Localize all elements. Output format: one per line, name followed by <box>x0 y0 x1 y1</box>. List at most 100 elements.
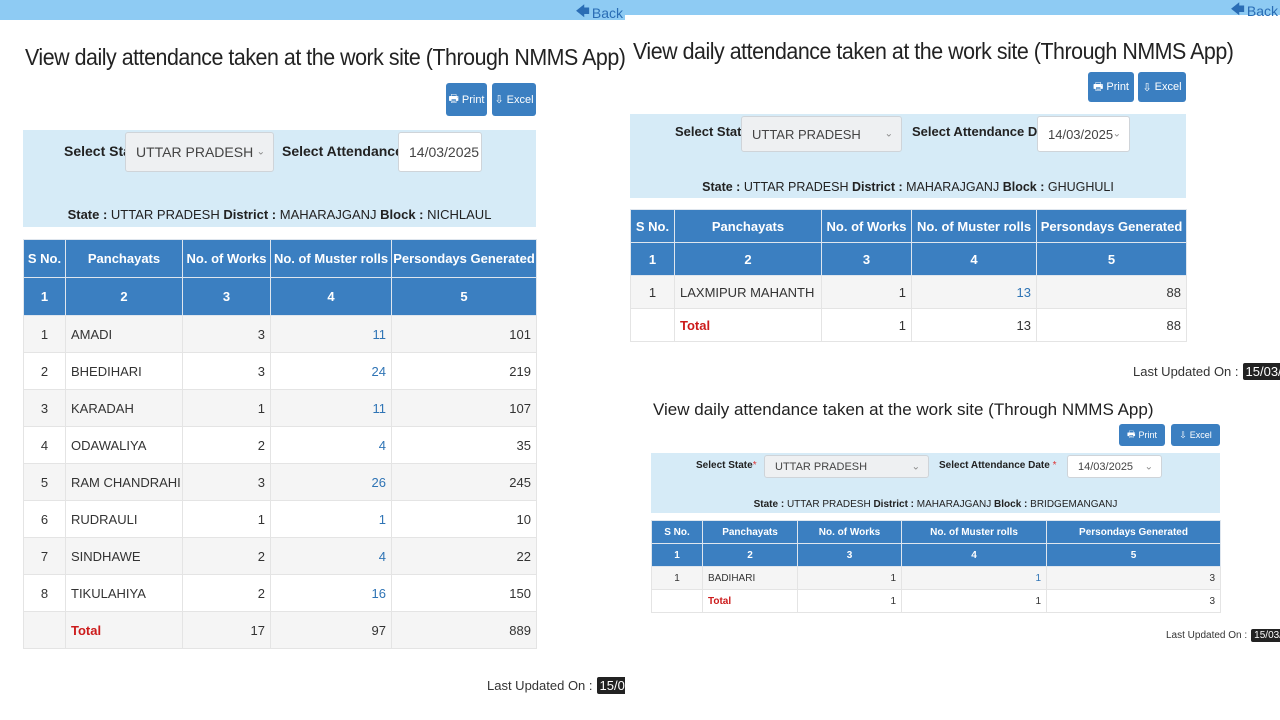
print-button[interactable]: 🖶 Print <box>1119 424 1165 446</box>
muster-rolls-link[interactable]: 11 <box>270 389 392 427</box>
top-bar: 🡄 Back <box>625 0 1280 19</box>
page-title: View daily attendance taken at the work … <box>25 44 625 70</box>
state-label: Select State* <box>696 460 757 471</box>
table-row: 2 BHEDIHARI 3 24 219 <box>23 352 537 390</box>
muster-rolls-link[interactable]: 16 <box>270 574 392 612</box>
excel-export-icon: ⇩ <box>1179 429 1187 440</box>
total-works-cell: 1 <box>821 308 912 342</box>
location-info: State : UTTAR PRADESH District : MAHARAJ… <box>753 499 1118 510</box>
filter-box: Select State* UTTAR PRADESH ⌄ Select Att… <box>630 114 1186 198</box>
total-works-cell: 1 <box>797 589 902 613</box>
total-label: Total <box>702 589 798 613</box>
works-cell: 2 <box>182 426 271 464</box>
works-cell: 3 <box>182 463 271 501</box>
print-button[interactable]: 🖶 Print <box>446 83 487 116</box>
last-updated: Last Updated On : 15/03/2025 <box>487 677 625 694</box>
muster-rolls-link[interactable]: 4 <box>270 537 392 575</box>
column-number: 2 <box>702 543 798 567</box>
excel-button[interactable]: ⇩ Excel <box>1171 424 1220 446</box>
table-header-row: S No. Panchayats No. of Works No. of Mus… <box>23 239 537 278</box>
back-link[interactable]: 🡄 Back <box>575 1 623 25</box>
works-cell: 1 <box>797 566 902 590</box>
chevron-down-icon: ⌄ <box>911 461 920 472</box>
muster-rolls-link[interactable]: 4 <box>270 426 392 464</box>
date-label: Select Attendance Date * <box>939 460 1057 471</box>
print-button[interactable]: 🖶 Print <box>1088 72 1134 102</box>
panchayat-cell: TIKULAHIYA <box>65 574 183 612</box>
muster-rolls-link[interactable]: 26 <box>270 463 392 501</box>
printer-icon: 🖶 <box>1126 429 1136 439</box>
muster-rolls-link[interactable]: 11 <box>270 315 392 353</box>
back-link[interactable]: 🡄 Back <box>1230 0 1278 23</box>
total-muster-cell: 97 <box>270 611 392 649</box>
works-cell: 1 <box>821 275 912 309</box>
filter-box: Select State* UTTAR PRADESH ⌄ Select Att… <box>23 130 536 227</box>
date-select[interactable]: 14/03/2025 ⌄ <box>1067 455 1162 478</box>
persondays-cell: 219 <box>391 352 537 390</box>
column-number: 5 <box>1036 242 1187 276</box>
state-select[interactable]: UTTAR PRADESH ⌄ <box>125 132 274 172</box>
column-header: No. of Works <box>821 209 912 243</box>
back-arrow-icon: 🡄 <box>575 3 590 19</box>
date-select[interactable]: 14/03/2025 ⌄ <box>398 132 482 172</box>
state-select[interactable]: UTTAR PRADESH ⌄ <box>741 116 902 152</box>
column-number: 2 <box>674 242 822 276</box>
panchayat-cell: BHEDIHARI <box>65 352 183 390</box>
table-header-row: S No. Panchayats No. of Works No. of Mus… <box>630 209 1187 243</box>
works-cell: 2 <box>182 537 271 575</box>
back-arrow-icon: 🡄 <box>1230 1 1245 17</box>
sno-cell <box>23 611 66 649</box>
table-row: 8 TIKULAHIYA 2 16 150 <box>23 574 537 612</box>
total-label: Total <box>65 611 183 649</box>
works-cell: 1 <box>182 500 271 538</box>
total-muster-cell: 1 <box>901 589 1047 613</box>
works-cell: 3 <box>182 352 271 390</box>
works-cell: 2 <box>182 574 271 612</box>
column-header: S No. <box>651 520 703 544</box>
last-updated-date: 15/03/2025 <box>1242 363 1280 380</box>
top-right-panel: 🡄 Back View daily attendance taken at th… <box>625 0 1280 390</box>
column-number: 4 <box>270 277 392 316</box>
persondays-cell: 10 <box>391 500 537 538</box>
top-bar: 🡄 Back <box>0 0 625 21</box>
column-number: 2 <box>65 277 183 316</box>
column-number-row: 1 2 3 4 5 <box>651 543 1221 567</box>
attendance-table: S No. Panchayats No. of Works No. of Mus… <box>23 239 537 649</box>
location-info: State : UTTAR PRADESH District : MAHARAJ… <box>67 207 492 222</box>
column-header: No. of Muster rolls <box>911 209 1037 243</box>
table-row: 4 ODAWALIYA 2 4 35 <box>23 426 537 464</box>
filter-box: Select State* UTTAR PRADESH ⌄ Select Att… <box>651 453 1220 513</box>
muster-rolls-link[interactable]: 24 <box>270 352 392 390</box>
column-header: Panchayats <box>65 239 183 278</box>
muster-rolls-link[interactable]: 1 <box>270 500 392 538</box>
total-persondays-cell: 889 <box>391 611 537 649</box>
sno-cell: 4 <box>23 426 66 464</box>
column-header: No. of Muster rolls <box>901 520 1047 544</box>
table-row: 1 AMADI 3 11 101 <box>23 315 537 353</box>
column-number: 1 <box>23 277 66 316</box>
total-persondays-cell: 88 <box>1036 308 1187 342</box>
column-number: 5 <box>1046 543 1221 567</box>
column-number: 1 <box>630 242 675 276</box>
panchayat-cell: ODAWALIYA <box>65 426 183 464</box>
column-header: No. of Works <box>182 239 271 278</box>
column-number: 5 <box>391 277 537 316</box>
excel-button[interactable]: ⇩ Excel <box>492 83 536 116</box>
muster-rolls-link[interactable]: 13 <box>911 275 1037 309</box>
state-select[interactable]: UTTAR PRADESH ⌄ <box>764 455 929 478</box>
total-row: Total 17 97 889 <box>23 611 537 649</box>
muster-rolls-link[interactable]: 1 <box>901 566 1047 590</box>
date-select[interactable]: 14/03/2025 ⌄ <box>1037 116 1130 152</box>
column-header: Panchayats <box>674 209 822 243</box>
panchayat-cell: SINDHAWE <box>65 537 183 575</box>
column-number: 1 <box>651 543 703 567</box>
table-row: 6 RUDRAULI 1 1 10 <box>23 500 537 538</box>
excel-button[interactable]: ⇩ Excel <box>1138 72 1186 102</box>
column-number: 3 <box>797 543 902 567</box>
total-row: Total 1 1 3 <box>651 589 1221 613</box>
column-number: 4 <box>901 543 1047 567</box>
total-row: Total 1 13 88 <box>630 308 1187 342</box>
sno-cell <box>651 589 703 613</box>
panchayat-cell: KARADAH <box>65 389 183 427</box>
table-row: 5 RAM CHANDRAHI 3 26 245 <box>23 463 537 501</box>
